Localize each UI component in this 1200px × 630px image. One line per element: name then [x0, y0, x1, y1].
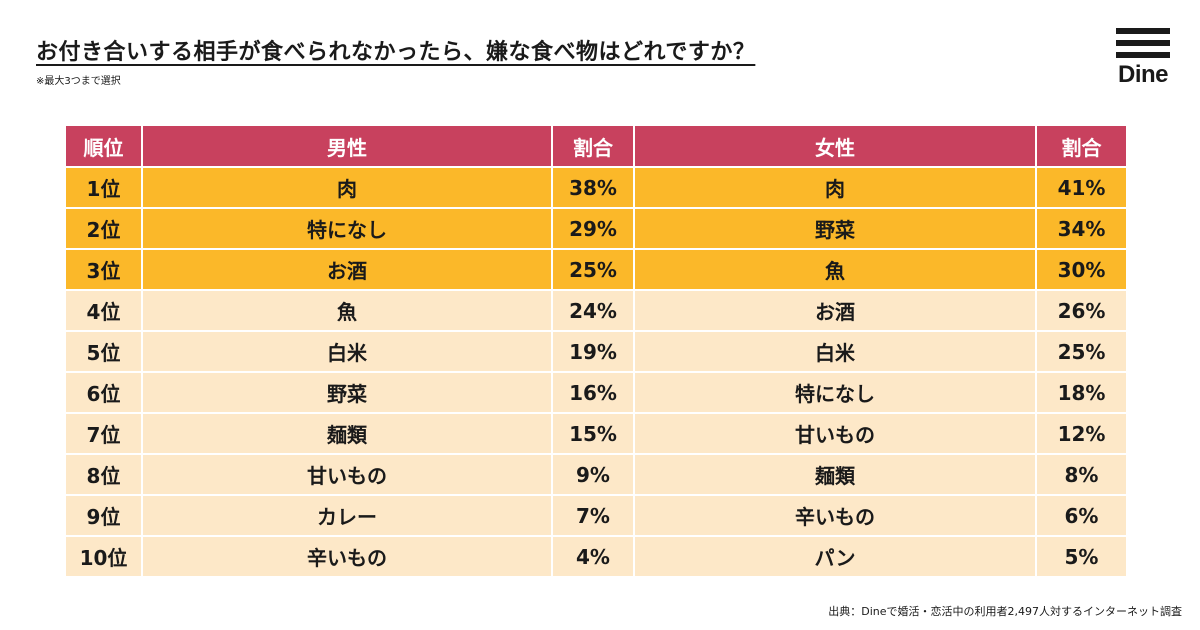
dine-logo: Dine	[1114, 28, 1172, 88]
rank-cell: 4位	[66, 290, 143, 332]
table-row: 9位 カレー 7% 辛いもの 6%	[66, 495, 1126, 537]
female-item-cell: 野菜	[634, 208, 1037, 250]
female-item-cell: 甘いもの	[634, 413, 1037, 455]
male-pct-cell: 19%	[552, 331, 635, 373]
male-item-cell: 甘いもの	[142, 454, 553, 496]
table-body: 1位肉 38% 肉 41% 2位 特になし 29% 野菜 34% 3位 お酒 25% 魚 30% 4位魚 24…	[66, 167, 1126, 578]
male-item-cell: 辛いもの	[142, 536, 553, 578]
male-pct-cell: 24%	[552, 290, 635, 332]
female-item-cell: 魚	[634, 249, 1037, 291]
male-item-cell: 特になし	[142, 208, 553, 250]
male-item-cell: 肉	[142, 167, 553, 209]
female-pct-cell: 8%	[1036, 454, 1126, 496]
female-pct-cell: 25%	[1036, 331, 1126, 373]
rank-cell: 5位	[66, 331, 143, 373]
table-row: 4位魚 24% お酒 26%	[66, 290, 1126, 332]
male-item-cell: カレー	[142, 495, 553, 537]
male-item-cell: お酒	[142, 249, 553, 291]
table-row: 5位 白米 19% 白米 25%	[66, 331, 1126, 373]
table-row: 3位 お酒 25% 魚 30%	[66, 249, 1126, 291]
female-pct-cell: 18%	[1036, 372, 1126, 414]
rank-cell: 3位	[66, 249, 143, 291]
female-item-cell: 白米	[634, 331, 1037, 373]
header-female-pct: 割合	[1036, 126, 1126, 168]
female-pct-cell: 41%	[1036, 167, 1126, 209]
rank-cell: 9位	[66, 495, 143, 537]
male-pct-cell: 15%	[552, 413, 635, 455]
female-item-cell: 辛いもの	[634, 495, 1037, 537]
female-item-cell: お酒	[634, 290, 1037, 332]
male-pct-cell: 29%	[552, 208, 635, 250]
page-title: お付き合いする相手が食べられなかったら、嫌な食べ物はどれですか？	[36, 40, 756, 65]
female-pct-cell: 26%	[1036, 290, 1126, 332]
female-pct-cell: 12%	[1036, 413, 1126, 455]
rank-cell: 1位	[66, 167, 143, 209]
three-bars-icon	[1114, 28, 1172, 58]
rank-cell: 6位	[66, 372, 143, 414]
header-rank: 順位	[66, 126, 143, 168]
male-pct-cell: 9%	[552, 454, 635, 496]
source-note: 出典：Dineで婚活・恋活中の利用者2,497人対するインターネット調査	[828, 605, 1182, 618]
rank-cell: 7位	[66, 413, 143, 455]
male-pct-cell: 7%	[552, 495, 635, 537]
male-item-cell: 魚	[142, 290, 553, 332]
male-pct-cell: 38%	[552, 167, 635, 209]
female-item-cell: 麺類	[634, 454, 1037, 496]
female-item-cell: 特になし	[634, 372, 1037, 414]
female-pct-cell: 6%	[1036, 495, 1126, 537]
table-row: 6位 野菜 16% 特になし 18%	[66, 372, 1126, 414]
logo-text: Dine	[1117, 61, 1169, 88]
ranking-table: 順位 男性 割合 女性 割合 1位肉 38% 肉 41% 2位 特になし 29% 野菜 34% 3…	[66, 126, 1126, 578]
female-pct-cell: 5%	[1036, 536, 1126, 578]
rank-cell: 10位	[66, 536, 143, 578]
female-pct-cell: 34%	[1036, 208, 1126, 250]
table-row: 10位 辛いもの 4% パン 5%	[66, 536, 1126, 578]
male-pct-cell: 25%	[552, 249, 635, 291]
female-item-cell: 肉	[634, 167, 1037, 209]
rank-cell: 2位	[66, 208, 143, 250]
header-female: 女性	[634, 126, 1037, 168]
header-male-pct: 割合	[552, 126, 635, 168]
male-item-cell: 麺類	[142, 413, 553, 455]
male-item-cell: 野菜	[142, 372, 553, 414]
male-pct-cell: 16%	[552, 372, 635, 414]
table-row: 8位 甘いもの 9% 麺類 8%	[66, 454, 1126, 496]
female-pct-cell: 30%	[1036, 249, 1126, 291]
subtitle-note: ※最大3つまで選択	[36, 76, 121, 87]
table-header-row: 順位 男性 割合 女性 割合	[66, 126, 1126, 168]
table-row: 7位 麺類 15% 甘いもの 12%	[66, 413, 1126, 455]
header-male: 男性	[142, 126, 553, 168]
male-pct-cell: 4%	[552, 536, 635, 578]
male-item-cell: 白米	[142, 331, 553, 373]
table-row: 2位 特になし 29% 野菜 34%	[66, 208, 1126, 250]
table-row: 1位肉 38% 肉 41%	[66, 167, 1126, 209]
rank-cell: 8位	[66, 454, 143, 496]
female-item-cell: パン	[634, 536, 1037, 578]
